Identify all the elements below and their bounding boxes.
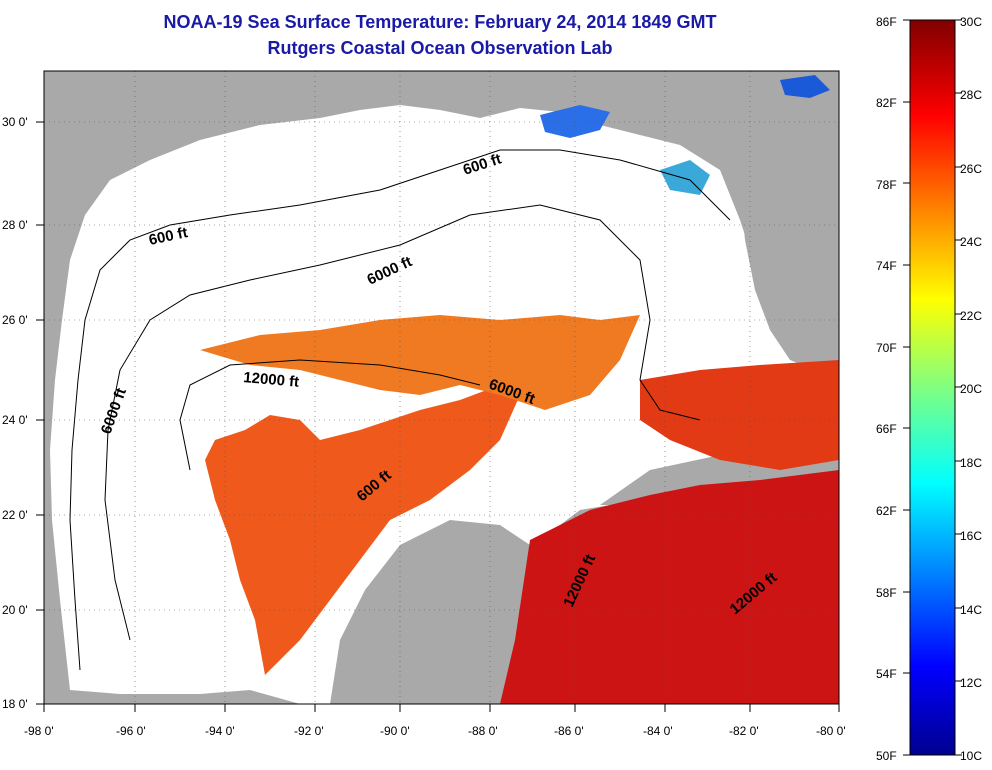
lon-label-80: -80 0' xyxy=(816,724,846,738)
lon-label-88: -88 0' xyxy=(468,724,498,738)
colorbar-c-label-12: 12C xyxy=(960,676,982,690)
map-frame xyxy=(43,70,840,705)
sst-cool-patch-florida xyxy=(660,160,710,195)
colorbar-f-label-74: 74F xyxy=(876,259,897,273)
colorbar-f-label-62: 62F xyxy=(876,504,897,518)
gridlines xyxy=(44,71,839,704)
colorbar-f-label-58: 58F xyxy=(876,586,897,600)
colorbar-f-label-66: 66F xyxy=(876,422,897,436)
lat-label-24: 24 0' xyxy=(2,413,28,427)
lon-label-86: -86 0' xyxy=(554,724,584,738)
colorbar-f-label-86: 86F xyxy=(876,15,897,29)
map-subtitle: Rutgers Coastal Ocean Observation Lab xyxy=(267,38,613,58)
colorbar-f-label-82: 82F xyxy=(876,96,897,110)
colorbar-c-label-24: 24C xyxy=(960,235,982,249)
colorbar-f-label-50: 50F xyxy=(876,749,897,763)
sst-swath-west xyxy=(205,385,520,675)
axis-ticks xyxy=(36,121,840,712)
lon-label-96: -96 0' xyxy=(116,724,146,738)
colorbar-f-label-78: 78F xyxy=(876,178,897,192)
lat-label-20: 20 0' xyxy=(2,603,28,617)
lon-label-92: -92 0' xyxy=(294,724,324,738)
colorbar-c-label-22: 22C xyxy=(960,309,982,323)
lon-label-82: -82 0' xyxy=(729,724,759,738)
sst-swath-east xyxy=(640,360,839,470)
sst-swath-south xyxy=(500,470,839,704)
colorbar xyxy=(909,19,956,756)
lon-label-98: -98 0' xyxy=(24,724,54,738)
colorbar-f-label-70: 70F xyxy=(876,341,897,355)
map-title: NOAA-19 Sea Surface Temperature: Februar… xyxy=(163,12,717,32)
map-panel: 600 ft 600 ft 6000 ft 6000 ft 12000 ft 6… xyxy=(44,71,839,704)
colorbar-c-label-16: 16C xyxy=(960,529,982,543)
colorbar-c-label-30: 30C xyxy=(960,15,982,29)
lon-label-90: -90 0' xyxy=(380,724,410,738)
florida-land xyxy=(735,80,839,370)
lat-label-28: 28 0' xyxy=(2,218,28,232)
contour-600ft xyxy=(69,149,731,671)
colorbar-c-label-28: 28C xyxy=(960,88,982,102)
lat-label-18: 18 0' xyxy=(2,697,28,711)
lat-label-26: 26 0' xyxy=(2,313,28,327)
contour-label-12000ft-central: 12000 ft xyxy=(243,369,300,391)
yucatan-land xyxy=(330,520,545,704)
contour-12000ft xyxy=(179,359,481,471)
colorbar-c-label-18: 18C xyxy=(960,456,982,470)
colorbar-c-label-10: 10C xyxy=(960,749,982,763)
lat-label-22: 22 0' xyxy=(2,508,28,522)
colorbar-ticks xyxy=(903,19,962,756)
colorbar-c-label-20: 20C xyxy=(960,382,982,396)
lat-label-30: 30 0' xyxy=(2,115,28,129)
sst-swath-central xyxy=(200,315,640,410)
colorbar-c-label-14: 14C xyxy=(960,603,982,617)
lon-label-84: -84 0' xyxy=(643,724,673,738)
contour-6000ft xyxy=(104,204,701,641)
sst-cool-patch-ne xyxy=(780,75,830,98)
lon-label-94: -94 0' xyxy=(205,724,235,738)
colorbar-f-label-54: 54F xyxy=(876,667,897,681)
colorbar-c-label-26: 26C xyxy=(960,162,982,176)
